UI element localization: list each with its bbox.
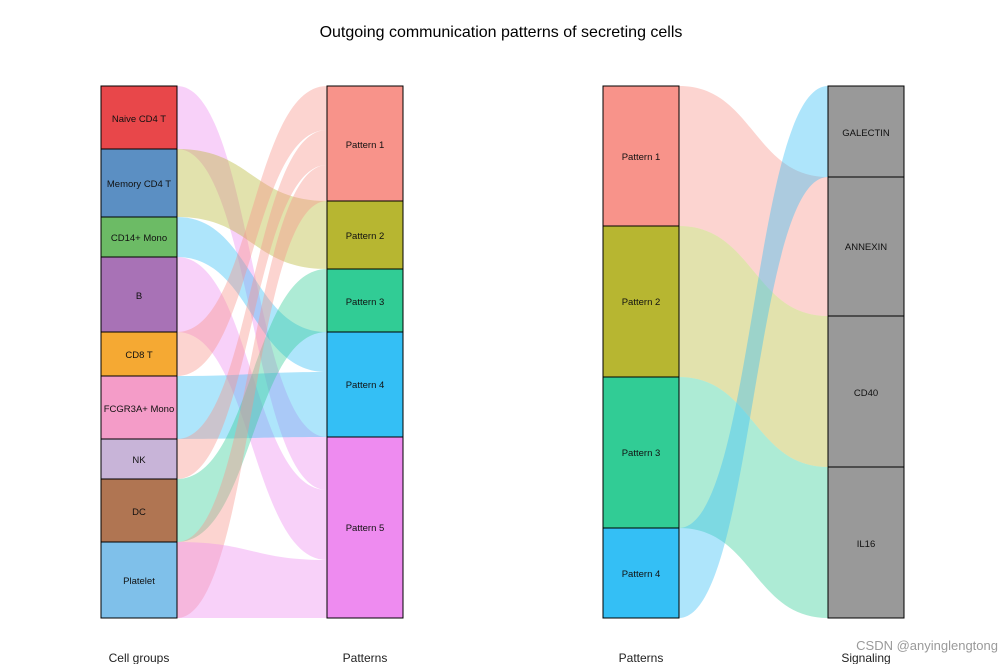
pattern-bar [326,268,404,333]
watermark: CSDN @anyinglengtong [856,638,998,653]
cell-group-label: DC [132,507,146,518]
signaling-bar [827,315,905,468]
right-flow-ribbon [679,86,828,618]
pattern-bar [326,331,404,438]
left-flow-ribbon [177,165,327,618]
signaling-node-il16: IL16 [827,466,905,619]
left-panel-right-axis-label: Patterns [343,651,388,664]
left-flow-ribbon [177,372,327,439]
cell-group-label: Memory CD4 T [107,179,171,190]
cell-group-bar [100,148,178,218]
signaling-bar [827,176,905,317]
left-flow-ribbon [177,269,327,542]
signaling-node-galectin: GALECTIN [827,85,905,178]
cell-group-label: CD8 T [125,350,152,361]
right-panel-left-axis-label: Patterns [619,651,664,664]
cell-group-label: Naive CD4 T [112,114,166,125]
pattern-node-3: Pattern 3 [326,268,404,333]
pattern-label: Pattern 3 [346,297,385,308]
right-pattern-node-3: Pattern 3 [602,376,680,529]
pattern-label: Pattern 3 [622,448,661,459]
cell-group-label: NK [132,455,146,466]
left-flow-ribbon [177,86,327,376]
cell-group-node-platelet: Platelet [100,541,178,619]
right-pattern-node-1: Pattern 1 [602,85,680,227]
cell-group-bar [100,438,178,480]
left-flow-ribbon [177,130,327,479]
pattern-label: Pattern 1 [346,140,385,151]
pattern-node-1: Pattern 1 [326,85,404,202]
cell-group-node-naive-cd4-t: Naive CD4 T [100,85,178,150]
figure-title: Outgoing communication patterns of secre… [320,24,683,41]
left-panel-left-axis-label: Cell groups [109,651,170,664]
left-flow-ribbon [177,542,327,618]
right-flows [679,86,828,618]
pattern-label: Pattern 5 [346,523,385,534]
left-flow-ribbon [177,86,327,490]
cell-group-node-cd14-mono: CD14+ Mono [100,216,178,258]
signaling-label: ANNEXIN [845,242,887,253]
cell-group-label: Platelet [123,576,155,587]
signaling-bar [827,85,905,178]
right-flow-ribbon [679,86,828,316]
cell-group-node-dc: DC [100,478,178,543]
cell-group-bar [100,541,178,619]
pattern-label: Pattern 2 [622,297,661,308]
right-pattern-node-2: Pattern 2 [602,225,680,378]
pattern-bar [602,527,680,619]
cell-group-bar [100,85,178,150]
signaling-label: IL16 [857,539,876,550]
pattern-label: Pattern 2 [346,231,385,242]
signaling-node-cd40: CD40 [827,315,905,468]
cell-group-node-fcgr3a-mono: FCGR3A+ Mono [100,375,178,440]
pattern-label: Pattern 4 [622,569,661,580]
pattern-node-4: Pattern 4 [326,331,404,438]
pattern-bar [602,85,680,227]
cell-group-bar [100,375,178,440]
pattern-node-5: Pattern 5 [326,436,404,619]
right-river-panel: Pattern 1 Pattern 2 Pattern 3 Pattern 4 … [602,85,905,664]
cell-group-bar [100,478,178,543]
cell-group-node-memory-cd4-t: Memory CD4 T [100,148,178,218]
cell-group-node-nk: NK [100,438,178,480]
signaling-node-annexin: ANNEXIN [827,176,905,317]
pattern-bar [602,376,680,529]
left-flows [177,86,327,618]
pattern-label: Pattern 1 [622,152,661,163]
right-pattern-node-4: Pattern 4 [602,527,680,619]
cell-group-label: B [136,291,142,302]
cell-group-node-cd8-t: CD8 T [100,331,178,377]
right-flow-ribbon [679,377,828,618]
pattern-bar [602,225,680,378]
pattern-node-2: Pattern 2 [326,200,404,270]
left-flow-ribbon [177,257,327,560]
left-river-panel: Naive CD4 T Memory CD4 T CD14+ Mono B CD… [100,85,404,664]
signaling-label: GALECTIN [842,128,890,139]
right-panel-right-axis-label: Signaling [841,651,890,664]
pattern-bar [326,436,404,619]
pattern-bar [326,200,404,270]
pattern-label: Pattern 4 [346,380,385,391]
cell-group-node-b: B [100,256,178,333]
cell-group-label: CD14+ Mono [111,233,167,244]
cell-group-label: FCGR3A+ Mono [104,404,175,415]
right-flow-ribbon [679,226,828,467]
left-flow-ribbon [177,149,327,269]
left-flow-ribbon [177,217,327,372]
signaling-label: CD40 [854,388,878,399]
signaling-bar [827,466,905,619]
